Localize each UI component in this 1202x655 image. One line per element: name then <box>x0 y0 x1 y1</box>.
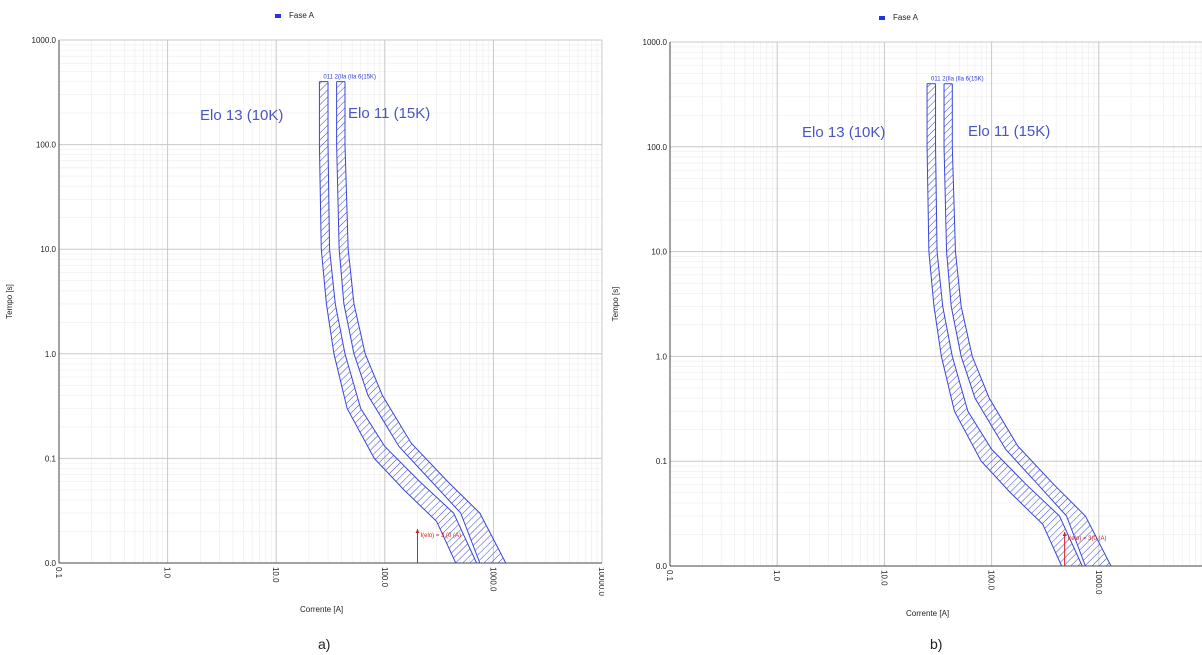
curve-id-label: 011 2(Ila (Ila 6(15K) <box>323 75 376 81</box>
elo-13-band-max-curve <box>935 83 1083 566</box>
elo-13-label: Elo 13 (10K) <box>802 124 885 141</box>
x-tick-label: 0.1 <box>665 570 674 582</box>
pickup-marker-arrow <box>1062 532 1067 536</box>
elo-11-label: Elo 11 (15K) <box>968 123 1050 140</box>
y-tick-label: 1.0 <box>656 352 668 361</box>
y-tick-label: 1000.0 <box>643 38 668 47</box>
elo-13-band-min-curve <box>926 83 1063 566</box>
y-tick-label: 100.0 <box>36 141 57 150</box>
elo-13-band-min-curve <box>318 81 457 563</box>
elo-11-band <box>336 81 506 563</box>
elo-11-label: Elo 11 (15K) <box>348 105 430 122</box>
x-axis-title: Corrente [A] <box>906 609 949 618</box>
y-tick-label: 10.0 <box>40 245 56 254</box>
pickup-marker-arrow <box>415 529 420 533</box>
chart-panel-b: 0.0 0.1 1.0 10.0 100.0 1000.0 0.1 1.0 10.0 100.0 1… <box>604 0 1202 655</box>
pickup-label: I(elo) = 3.(0 (A) <box>420 533 461 539</box>
elo-13-band <box>319 81 477 563</box>
elo-13-band-max-curve <box>327 81 478 563</box>
y-tick-label: 100.0 <box>647 143 668 152</box>
elo-11-band-max-curve <box>951 83 1112 566</box>
y-tick-label: 0.0 <box>656 562 668 571</box>
y-tick-label: 0.1 <box>45 454 57 463</box>
y-tick-label: 0.0 <box>45 559 57 568</box>
x-tick-label: 1.0 <box>772 570 781 582</box>
pickup-label: I(elo) = 3(0 (A) <box>1068 536 1107 542</box>
x-tick-label: 10.0 <box>271 567 280 583</box>
y-axis-title: Tempo [s] <box>611 287 620 322</box>
chart-panel-a: 0.0 0.1 1.0 10.0 100.0 1000.0 0.1 1.0 10.0 100.0 1… <box>5 11 604 652</box>
elo-11-band-max-curve <box>344 81 507 563</box>
x-tick-label: 0.1 <box>54 567 63 579</box>
y-tick-label: 1000.0 <box>32 36 57 45</box>
minor-grid <box>59 40 602 563</box>
fuse-bands <box>926 83 1112 566</box>
x-axis-title: Corrente [A] <box>300 605 343 614</box>
x-tick-label: 1000.0 <box>488 567 497 592</box>
elo-11-band <box>944 83 1112 566</box>
elo-13-band <box>927 83 1083 566</box>
caption-b: b) <box>930 636 943 652</box>
x-tick-label: 1000.0 <box>1094 570 1103 595</box>
x-tick-label: 10.0 <box>879 570 888 586</box>
elo-11-band-min-curve <box>943 83 1086 566</box>
elo-13-label: Elo 13 (10K) <box>200 107 283 124</box>
y-tick-label: 1.0 <box>45 350 57 359</box>
x-tick-label: 100.0 <box>987 570 996 591</box>
legend-swatch <box>275 14 281 18</box>
y-tick-label: 10.0 <box>651 248 667 257</box>
caption-a: a) <box>318 636 331 652</box>
elo-11-band-min-curve <box>336 81 481 563</box>
x-tick-label: 1.0 <box>163 567 172 579</box>
fuse-bands <box>318 81 507 563</box>
legend-label: Fase A <box>893 13 919 22</box>
x-tick-label: 10000.0 <box>597 567 604 596</box>
legend-label: Fase A <box>289 11 315 20</box>
major-grid <box>58 39 603 564</box>
y-axis-title: Tempo [s] <box>5 284 14 319</box>
curve-id-label: 011 2(Ila (Ila 6(15K) <box>931 77 984 83</box>
y-tick-label: 0.1 <box>656 457 668 466</box>
x-tick-label: 100.0 <box>380 567 389 588</box>
legend-swatch <box>879 16 885 20</box>
